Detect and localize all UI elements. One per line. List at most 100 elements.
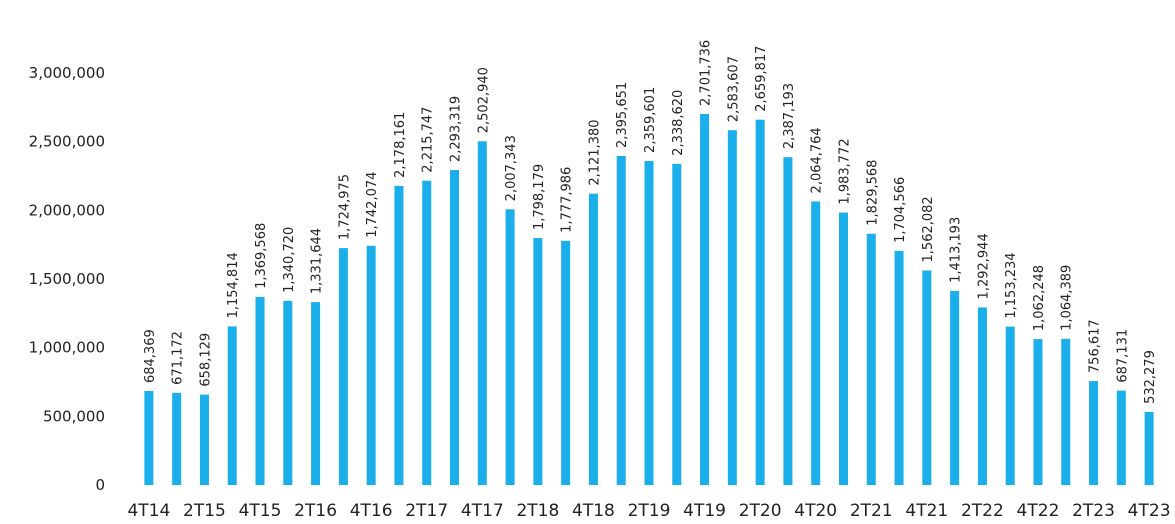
data-label: 2,215,747 [421, 107, 436, 173]
y-axis: 0 500,000 1,000,000 1,500,000 2,000,000 2,500… [29, 64, 105, 494]
data-label: 684,369 [143, 329, 158, 383]
data-label: 1,153,234 [1004, 252, 1019, 318]
bar [783, 157, 793, 486]
data-label: 1,798,179 [532, 164, 547, 230]
bar [338, 248, 348, 485]
data-label: 2,583,607 [726, 56, 741, 122]
data-label: 1,062,248 [1032, 265, 1047, 331]
bar [811, 201, 821, 485]
bar [477, 141, 487, 485]
bar [366, 245, 376, 485]
x-tick-label: 4T17 [461, 501, 504, 521]
data-label: 2,121,380 [587, 119, 602, 185]
y-tick-label: 1,000,000 [29, 339, 105, 357]
y-tick-label: 1,500,000 [29, 270, 105, 288]
data-label: 1,829,568 [865, 160, 880, 226]
data-label: 1,340,720 [282, 227, 297, 293]
x-tick-label: 2T18 [516, 501, 559, 521]
bar [866, 233, 876, 485]
x-tick-label: 2T19 [628, 501, 671, 521]
bar [727, 130, 737, 485]
bar [616, 155, 626, 486]
x-tick-label: 4T21 [905, 501, 948, 521]
x-tick-label: 4T15 [239, 501, 282, 521]
bar [755, 119, 765, 485]
bar [172, 392, 182, 485]
bar [838, 212, 848, 485]
bars [144, 113, 1154, 486]
data-label: 1,413,193 [949, 217, 964, 283]
data-label: 671,172 [171, 331, 186, 385]
bar [533, 238, 543, 485]
data-label: 1,369,568 [254, 223, 269, 289]
data-label: 2,395,651 [615, 82, 630, 148]
bar [1089, 381, 1099, 485]
x-tick-label: 4T23 [1128, 501, 1171, 521]
bar [255, 296, 265, 485]
bar [644, 160, 654, 486]
data-label: 658,129 [198, 333, 213, 387]
x-axis: 4T14 2T15 4T15 2T16 4T16 2T17 4T17 2T18 4T18 2T19… [127, 501, 1170, 521]
data-label: 1,983,772 [837, 138, 852, 204]
bar [505, 209, 515, 485]
y-tick-label: 3,000,000 [29, 64, 105, 82]
x-tick-label: 4T19 [683, 501, 726, 521]
y-tick-label: 500,000 [43, 407, 105, 425]
data-label: 1,777,986 [560, 167, 575, 233]
bar [1116, 390, 1126, 485]
bar [450, 170, 460, 486]
bar [422, 180, 432, 485]
data-label: 2,502,940 [476, 67, 491, 133]
data-label: 1,704,566 [893, 177, 908, 243]
bar [561, 240, 571, 485]
bar [1061, 338, 1071, 485]
bar [311, 302, 321, 485]
data-label: 2,338,620 [671, 90, 686, 156]
x-tick-label: 4T20 [794, 501, 837, 521]
bar [227, 326, 237, 485]
bar [894, 250, 904, 485]
x-tick-label: 4T22 [1017, 501, 1060, 521]
x-tick-label: 4T16 [350, 501, 393, 521]
bar [977, 307, 987, 485]
bar [922, 270, 932, 485]
bar [1005, 326, 1015, 485]
x-tick-label: 2T22 [961, 501, 1004, 521]
x-tick-label: 4T18 [572, 501, 615, 521]
bar [199, 394, 209, 485]
data-label: 2,178,161 [393, 112, 408, 178]
x-tick-label: 4T14 [127, 501, 170, 521]
data-label: 1,064,389 [1060, 265, 1075, 331]
data-label: 1,292,944 [976, 233, 991, 299]
data-labels: 684,369 671,172 658,129 1,154,814 1,369,568 1… [143, 40, 1158, 404]
data-label: 2,659,817 [754, 46, 769, 112]
data-label: 1,562,082 [921, 196, 936, 262]
data-label: 687,131 [1115, 329, 1130, 383]
x-tick-label: 2T20 [739, 501, 782, 521]
x-tick-label: 2T15 [183, 501, 226, 521]
bar [672, 163, 682, 485]
bar [700, 113, 710, 486]
data-label: 756,617 [1088, 319, 1103, 373]
data-label: 2,701,736 [699, 40, 714, 106]
bar [144, 391, 154, 485]
bar [588, 193, 598, 485]
x-tick-label: 2T21 [850, 501, 893, 521]
x-tick-label: 2T17 [405, 501, 448, 521]
data-label: 2,359,601 [643, 87, 658, 153]
bar [394, 185, 404, 485]
x-tick-label: 2T23 [1072, 501, 1115, 521]
bar [1144, 411, 1154, 485]
data-label: 2,387,193 [782, 83, 797, 149]
data-label: 1,331,644 [310, 228, 325, 294]
y-tick-label: 0 [95, 476, 105, 494]
data-label: 2,064,764 [810, 127, 825, 193]
bar [1033, 339, 1043, 485]
bar [283, 300, 293, 485]
y-tick-label: 2,500,000 [29, 133, 105, 151]
data-label: 2,293,319 [449, 96, 464, 162]
data-label: 532,279 [1143, 350, 1158, 404]
bar [950, 290, 960, 485]
